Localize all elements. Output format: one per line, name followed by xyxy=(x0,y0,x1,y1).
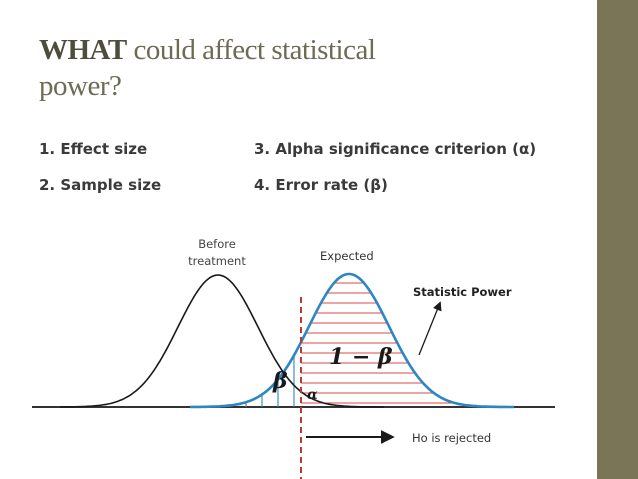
expected-label: Expected xyxy=(320,249,374,263)
before-label-line1: Before xyxy=(198,237,236,251)
title-bold-word: WHAT xyxy=(39,34,127,66)
title-rest: could affect statistical xyxy=(133,34,376,66)
factor-alpha: 3. Alpha significance criterion (α) xyxy=(254,140,537,158)
power-symbol: 1 − β xyxy=(329,344,393,370)
alpha-symbol: α xyxy=(307,387,318,403)
before-label-line2: treatment xyxy=(188,254,246,268)
beta-symbol: β xyxy=(272,368,288,394)
before-treatment-curve xyxy=(60,274,384,408)
slide-title: WHAT could affect statistical power? xyxy=(39,32,559,104)
statistic-power-arrow xyxy=(418,301,442,356)
factor-effect-size: 1. Effect size xyxy=(39,140,148,158)
power-region-hatch xyxy=(301,282,514,404)
title-line2: power? xyxy=(39,70,122,102)
statistic-power-label: Statistic Power xyxy=(413,285,512,299)
expected-curve xyxy=(189,272,514,409)
slide-sidebar-band xyxy=(597,0,638,479)
factor-sample-size: 2. Sample size xyxy=(39,176,162,194)
factor-error-rate: 4. Error rate (β) xyxy=(254,176,388,194)
ho-rejected-label: Ho is rejected xyxy=(412,431,491,445)
before-treatment-label: Before treatment xyxy=(178,236,256,270)
